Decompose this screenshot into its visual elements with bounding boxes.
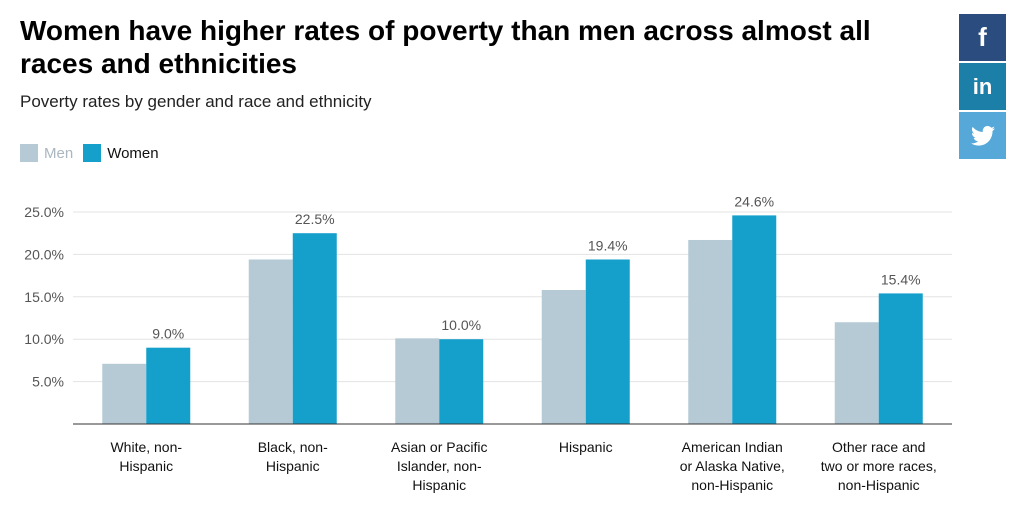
category-label: Asian or Pacific Islander, non-Hispanic (391, 439, 487, 493)
legend: Men Women (20, 144, 169, 162)
chart-subtitle: Poverty rates by gender and race and eth… (20, 92, 372, 111)
bar-women (439, 339, 484, 424)
facebook-icon: f (978, 22, 987, 52)
data-label: 24.6% (734, 193, 774, 209)
bar-women (878, 293, 923, 424)
y-tick-label: 15.0% (24, 289, 64, 305)
legend-label-women: Women (107, 144, 159, 162)
bar-men (688, 239, 733, 424)
bar-men (248, 259, 293, 424)
legend-label-men: Men (44, 144, 74, 162)
y-tick-label: 10.0% (24, 331, 64, 347)
data-label: 19.4% (588, 237, 628, 253)
facebook-button[interactable]: f (959, 14, 1006, 61)
legend-swatch-women (83, 144, 102, 162)
bar-men (102, 363, 147, 424)
category-label: White, non-Hispanic (110, 439, 182, 474)
y-tick-label: 20.0% (24, 246, 64, 262)
twitter-icon (970, 125, 995, 146)
data-label: 15.4% (881, 271, 921, 287)
bar-men (834, 322, 879, 424)
category-label: American Indian or Alaska Native, non-Hisp… (680, 439, 785, 493)
y-tick-label: 5.0% (32, 374, 64, 390)
legend-swatch-men (20, 144, 38, 162)
bar-women (732, 215, 777, 424)
bar-women (292, 233, 337, 424)
linkedin-button[interactable]: in (959, 63, 1006, 110)
chart-title: Women have higher rates of poverty than … (20, 15, 871, 79)
category-label: Black, non-Hispanic (258, 439, 328, 474)
bar-women (585, 259, 630, 424)
y-tick-label: 25.0% (24, 204, 64, 220)
bar-men (541, 290, 586, 424)
bar-men (395, 338, 440, 424)
data-label: 10.0% (441, 317, 481, 333)
linkedin-icon: in (972, 73, 993, 99)
category-label: Hispanic (559, 439, 613, 455)
social-share-bar: f in (959, 14, 1006, 161)
data-label: 9.0% (152, 326, 184, 342)
bar-women (146, 347, 191, 424)
twitter-button[interactable] (959, 112, 1006, 159)
legend-item-women: Women (83, 144, 159, 162)
category-label: Other race and two or more races, non-Hisp… (821, 439, 937, 493)
data-label: 22.5% (295, 211, 335, 227)
legend-item-men: Men (20, 144, 73, 162)
